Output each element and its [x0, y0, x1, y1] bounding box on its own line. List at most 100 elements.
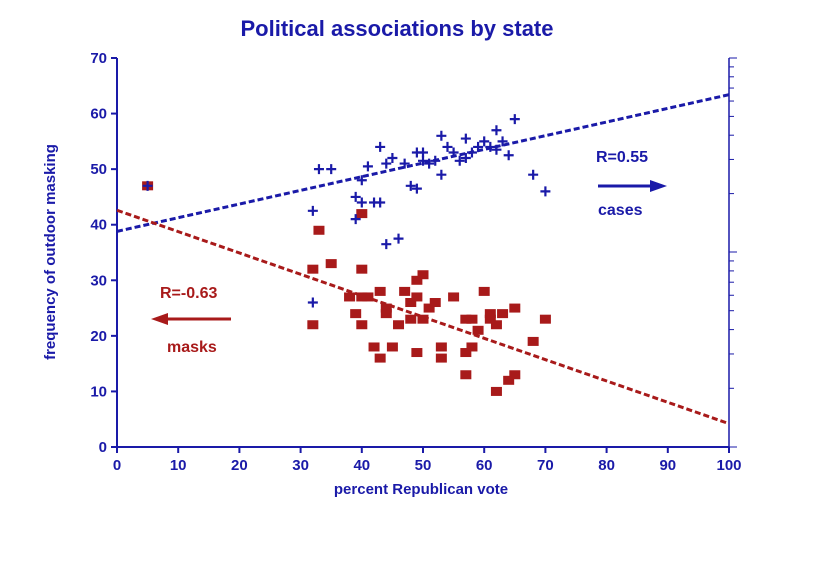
cases-point — [411, 183, 422, 194]
cases-point — [326, 164, 337, 175]
x-tick-label: 80 — [598, 457, 615, 474]
masks-point — [307, 320, 319, 330]
cases-point — [460, 153, 471, 164]
cases-point — [387, 153, 398, 164]
masks-point — [356, 264, 368, 274]
masks-point — [350, 309, 362, 319]
x-tick-label: 40 — [353, 457, 370, 474]
cases-point — [540, 186, 551, 197]
masks-point — [399, 286, 411, 296]
y-tick-label: 10 — [90, 383, 107, 400]
masks-point — [435, 342, 447, 352]
masks-point — [423, 303, 435, 313]
masks-point — [484, 309, 496, 319]
cases-point — [405, 180, 416, 191]
masks-point — [405, 298, 417, 308]
masks-point — [313, 225, 325, 235]
cases-series-label: cases — [598, 202, 643, 219]
y-tick-label: 30 — [90, 272, 107, 289]
masks-point — [344, 292, 356, 302]
cases-point — [528, 169, 539, 180]
cases-point — [503, 150, 514, 161]
cases-point — [448, 147, 459, 158]
masks-point — [356, 209, 368, 219]
masks-point — [307, 264, 319, 274]
cases-point — [350, 214, 361, 225]
masks-r-label: R=-0.63 — [160, 285, 217, 302]
masks-point — [460, 348, 472, 358]
masks-point — [411, 348, 423, 358]
masks-point — [380, 303, 392, 313]
masks-point — [460, 370, 472, 380]
cases-point — [356, 175, 367, 186]
x-tick-label: 90 — [659, 457, 676, 474]
cases-point — [454, 155, 465, 166]
cases-point — [142, 180, 153, 191]
trend-lines — [116, 93, 730, 426]
cases-point — [381, 158, 392, 169]
cases-point — [350, 191, 361, 202]
cases-point — [418, 147, 428, 158]
masks-series-label: masks — [167, 339, 217, 356]
masks-point — [509, 303, 521, 313]
x-tick-label: 30 — [292, 457, 309, 474]
masks-point — [417, 314, 429, 324]
masks-point — [503, 375, 515, 385]
y-axis-label: frequency of outdoor masking — [42, 144, 59, 360]
masks-point — [393, 320, 405, 330]
x-tick-label: 10 — [170, 457, 187, 474]
cases-point — [375, 141, 386, 152]
cases-point — [436, 169, 447, 180]
cases-point — [356, 197, 367, 208]
masks-point — [497, 309, 509, 319]
cases-r-label: R=0.55 — [596, 149, 648, 166]
masks-point — [484, 314, 496, 324]
chart-title: Political associations by state — [240, 16, 553, 41]
y-tick-label: 20 — [90, 328, 107, 345]
masks-point — [472, 325, 484, 335]
masks-point — [374, 286, 386, 296]
masks-point — [429, 298, 441, 308]
y-tick-label: 40 — [90, 217, 107, 234]
masks-point — [490, 386, 502, 396]
masks-point — [405, 314, 417, 324]
y-tick-label: 50 — [90, 161, 107, 178]
masks-point — [362, 292, 374, 302]
masks-point — [490, 320, 502, 330]
cases-point — [362, 161, 373, 172]
cases-point — [442, 141, 453, 152]
cases-point — [418, 155, 428, 166]
masks-point — [466, 314, 478, 324]
cases-point — [491, 125, 502, 136]
cases-annotation: R=0.55 cases — [596, 149, 667, 219]
masks-points — [142, 181, 551, 396]
x-axis-label: percent Republican vote — [334, 481, 508, 498]
masks-point — [539, 314, 551, 324]
cases-point — [381, 239, 392, 250]
cases-point — [436, 130, 447, 141]
masks-point — [527, 336, 539, 346]
y-tick-label: 70 — [90, 50, 107, 67]
axes — [116, 57, 737, 448]
masks-point — [460, 314, 472, 324]
cases-point — [473, 141, 484, 152]
cases-arrow-head — [650, 180, 667, 192]
masks-point — [478, 286, 490, 296]
y-tick-label: 60 — [90, 106, 107, 123]
masks-point — [374, 353, 386, 363]
cases-point — [497, 136, 508, 147]
cases-trend-line — [116, 93, 730, 233]
cases-point — [313, 164, 324, 175]
x-tick-label: 70 — [537, 457, 554, 474]
cases-point — [307, 205, 318, 216]
masks-annotation: R=-0.63 masks — [151, 285, 231, 356]
x-tick-label: 50 — [415, 457, 432, 474]
masks-point — [448, 292, 460, 302]
masks-point — [325, 259, 337, 269]
masks-point — [411, 275, 423, 285]
masks-point — [435, 353, 447, 363]
y-tick-label: 0 — [99, 439, 107, 456]
cases-point — [485, 141, 496, 152]
masks-point — [380, 309, 392, 319]
